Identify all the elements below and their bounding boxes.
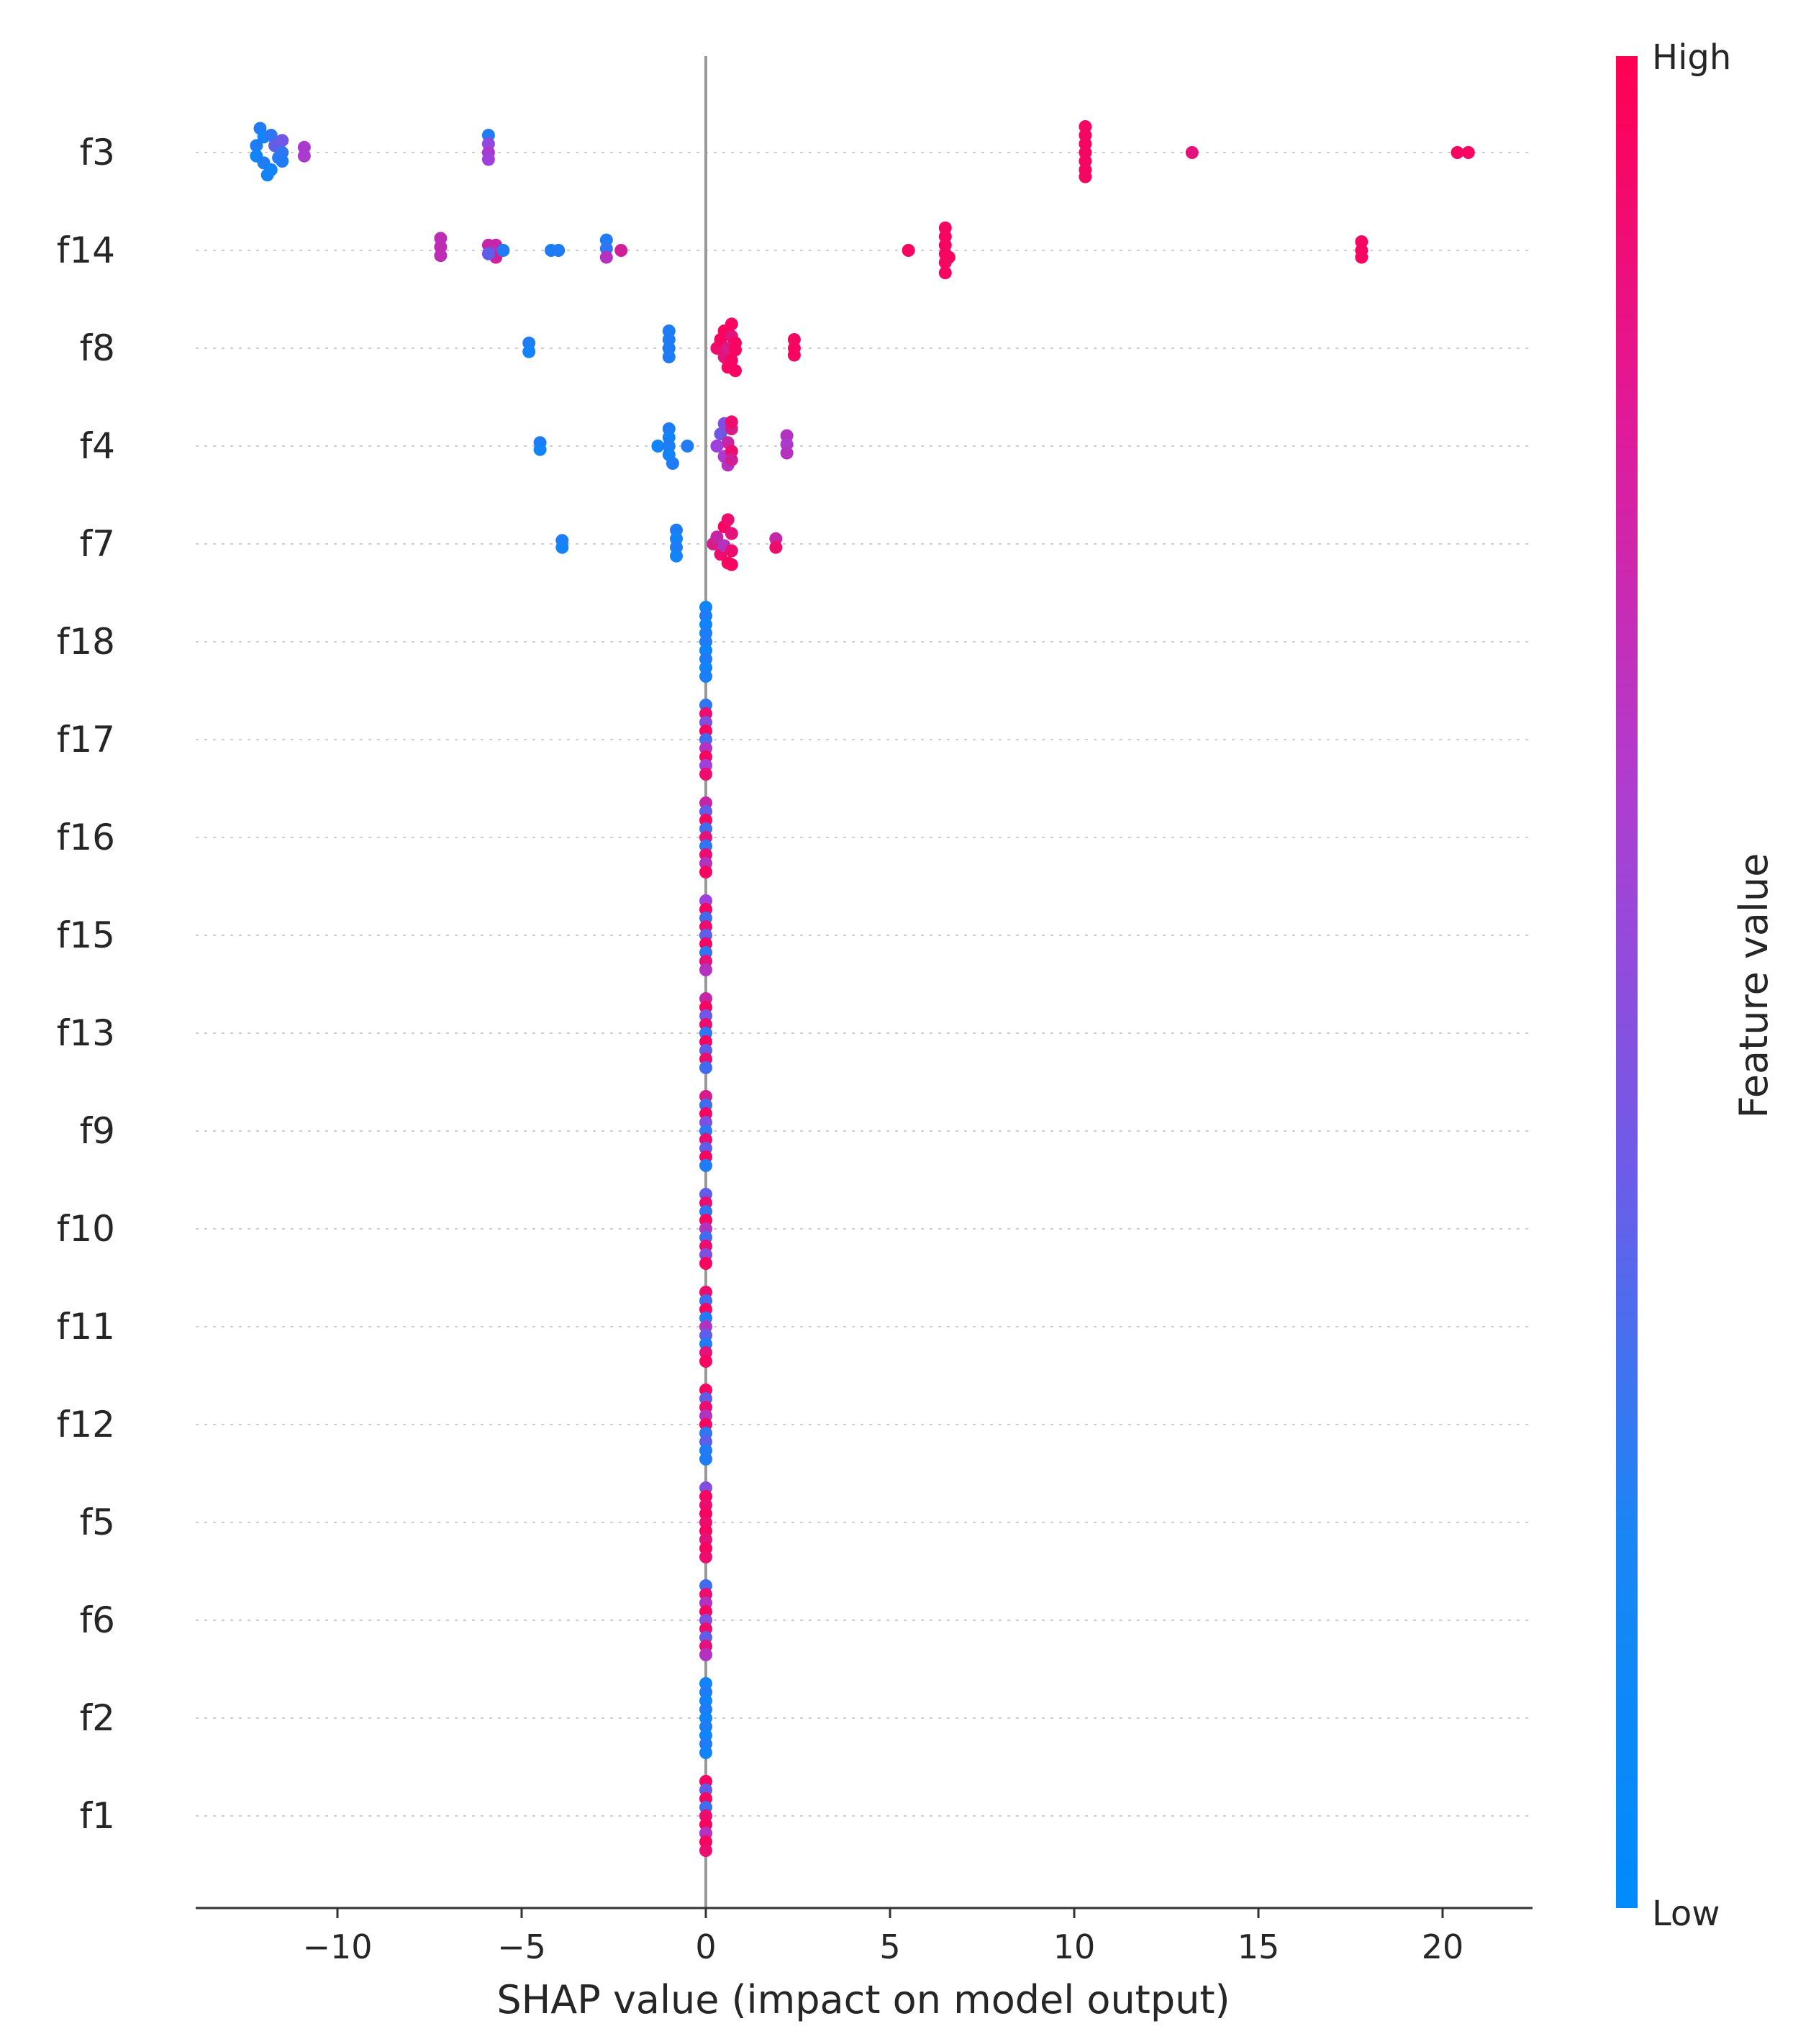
point-f7 bbox=[769, 540, 783, 554]
point-f4 bbox=[725, 415, 738, 429]
point-f8 bbox=[729, 336, 742, 350]
point-f7 bbox=[725, 558, 738, 571]
point-f7 bbox=[710, 530, 724, 544]
point-f3 bbox=[1451, 146, 1464, 159]
point-f3 bbox=[250, 139, 263, 153]
x-tick-label: 0 bbox=[695, 1927, 716, 1966]
feature-gridlines bbox=[196, 152, 1533, 1817]
point-f3 bbox=[264, 129, 278, 142]
point-f4 bbox=[533, 442, 547, 456]
feature-label-f18: f18 bbox=[57, 621, 115, 663]
x-tick-label: 10 bbox=[1053, 1927, 1096, 1966]
point-f14 bbox=[496, 244, 510, 257]
point-f4 bbox=[725, 453, 738, 467]
x-tick-label: −5 bbox=[497, 1927, 546, 1966]
point-f8 bbox=[787, 348, 801, 362]
point-f14 bbox=[938, 266, 952, 280]
point-f15 bbox=[699, 963, 712, 976]
point-f8 bbox=[725, 317, 738, 331]
point-f8 bbox=[522, 345, 536, 358]
point-f4 bbox=[710, 440, 724, 453]
point-f8 bbox=[729, 364, 742, 378]
feature-labels: f3 f14 f8 f4 f7 f18 f17 f16 f15 f13 f9 f10 f11 f12 f5 f… bbox=[57, 132, 115, 1837]
feature-label-f5: f5 bbox=[80, 1502, 115, 1543]
x-tick-label: −10 bbox=[302, 1927, 372, 1966]
point-f7 bbox=[725, 527, 738, 540]
point-f4 bbox=[780, 446, 794, 460]
point-f8 bbox=[725, 353, 738, 367]
feature-label-f2: f2 bbox=[80, 1697, 115, 1739]
point-f14 bbox=[599, 250, 613, 264]
x-tick-label: 15 bbox=[1238, 1927, 1280, 1966]
feature-label-f3: f3 bbox=[80, 132, 115, 173]
x-axis-title: SHAP value (impact on model output) bbox=[496, 1977, 1230, 2022]
point-f4 bbox=[666, 457, 679, 470]
point-f3 bbox=[260, 168, 274, 182]
feature-label-f7: f7 bbox=[80, 523, 115, 565]
x-axis-ticks: −10 −5 0 5 10 15 20 bbox=[302, 1908, 1463, 1966]
feature-label-f4: f4 bbox=[80, 425, 115, 467]
feature-label-f8: f8 bbox=[80, 327, 115, 369]
feature-label-f13: f13 bbox=[57, 1012, 115, 1054]
point-f14 bbox=[614, 244, 628, 257]
point-f3 bbox=[1079, 170, 1092, 183]
point-f14 bbox=[902, 244, 915, 257]
point-f7 bbox=[555, 540, 569, 554]
point-f12 bbox=[699, 1453, 712, 1466]
point-f4 bbox=[681, 440, 694, 453]
feature-label-f15: f15 bbox=[57, 914, 115, 956]
point-f6 bbox=[699, 1648, 712, 1661]
point-f3 bbox=[276, 134, 289, 147]
feature-label-f12: f12 bbox=[57, 1404, 115, 1445]
point-f14 bbox=[1355, 250, 1368, 264]
point-f7 bbox=[725, 544, 738, 558]
point-f3 bbox=[1185, 146, 1199, 159]
feature-label-f6: f6 bbox=[80, 1599, 115, 1641]
point-f3 bbox=[276, 155, 289, 168]
point-f9 bbox=[699, 1159, 712, 1172]
colorbar bbox=[1616, 56, 1638, 1908]
point-f10 bbox=[699, 1257, 712, 1270]
point-f7 bbox=[721, 513, 735, 527]
feature-label-f14: f14 bbox=[57, 230, 115, 271]
point-f14 bbox=[481, 247, 495, 260]
feature-label-f16: f16 bbox=[57, 817, 115, 858]
point-f4 bbox=[651, 440, 665, 453]
point-f7 bbox=[670, 549, 683, 563]
point-f5 bbox=[699, 1550, 712, 1563]
point-f17 bbox=[699, 768, 712, 781]
x-tick-label: 5 bbox=[879, 1927, 900, 1966]
point-f3 bbox=[1461, 146, 1475, 159]
colorbar-high-label: High bbox=[1652, 37, 1731, 78]
point-f3 bbox=[297, 149, 311, 163]
point-f2 bbox=[699, 1746, 712, 1759]
point-f14 bbox=[942, 250, 955, 264]
point-f8 bbox=[662, 350, 676, 363]
point-f4 bbox=[714, 427, 727, 441]
point-f1 bbox=[699, 1844, 712, 1857]
point-f13 bbox=[699, 1061, 712, 1074]
point-f11 bbox=[699, 1355, 712, 1368]
point-f16 bbox=[699, 866, 712, 878]
feature-label-f10: f10 bbox=[57, 1208, 115, 1250]
point-f3 bbox=[481, 153, 495, 166]
feature-label-f11: f11 bbox=[57, 1306, 115, 1348]
shap-points bbox=[250, 120, 1475, 1857]
colorbar-title: Feature value bbox=[1731, 853, 1776, 1119]
point-f14 bbox=[552, 244, 566, 257]
colorbar-low-label: Low bbox=[1652, 1894, 1720, 1934]
feature-label-f17: f17 bbox=[57, 719, 115, 760]
feature-label-f1: f1 bbox=[80, 1795, 115, 1837]
point-f18 bbox=[699, 670, 712, 683]
x-tick-label: 20 bbox=[1422, 1927, 1464, 1966]
point-f14 bbox=[434, 249, 448, 263]
feature-label-f9: f9 bbox=[80, 1110, 115, 1152]
